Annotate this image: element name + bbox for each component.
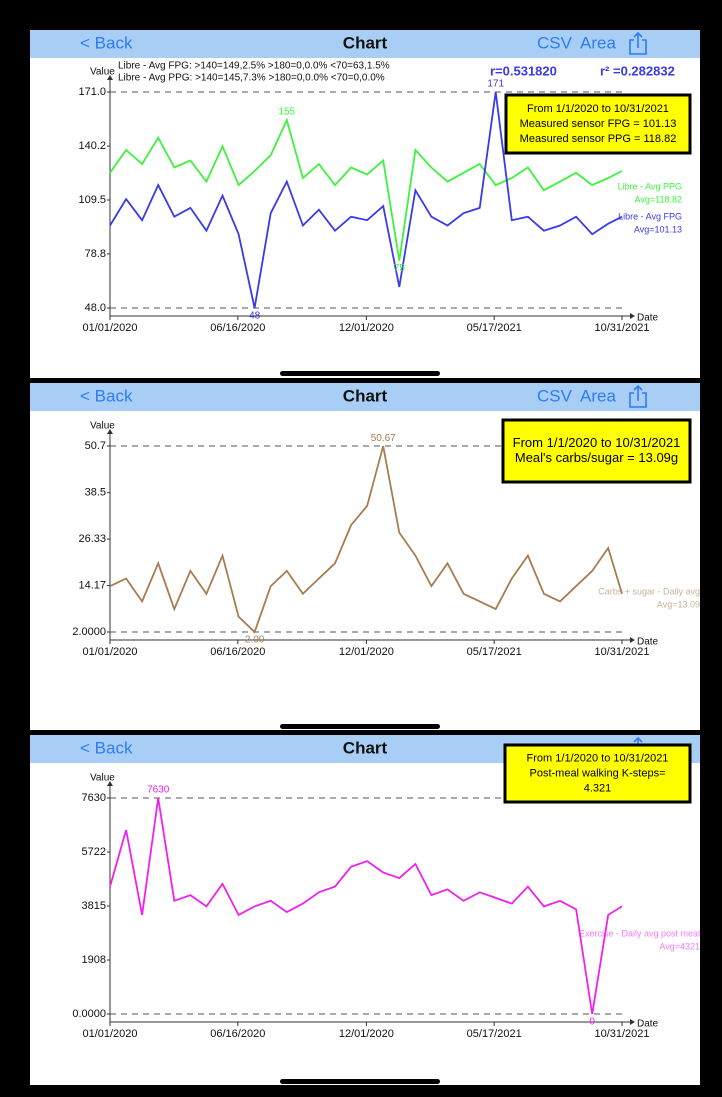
info-box bbox=[503, 743, 692, 804]
r-value: r=0.531820 bbox=[490, 63, 557, 78]
x-tick-label: 10/31/2021 bbox=[594, 322, 649, 334]
annotation: 155 bbox=[278, 107, 295, 118]
y-tick-label: 38.5 bbox=[85, 487, 106, 499]
x-tick-label: 06/16/2020 bbox=[210, 1028, 265, 1040]
info-box bbox=[501, 418, 692, 484]
y-tick-label: 0.0000 bbox=[72, 1008, 106, 1020]
back-button[interactable]: < Back bbox=[80, 738, 133, 757]
y-axis-arrow bbox=[107, 429, 113, 434]
home-indicator bbox=[280, 1079, 440, 1084]
x-tick-label: 01/01/2020 bbox=[82, 322, 137, 334]
area-button[interactable]: Area bbox=[580, 386, 616, 405]
y-tick-label: 26.33 bbox=[78, 533, 106, 545]
stats-line: Libre - Avg FPG: >140=149,2.5% >180=0,0.… bbox=[118, 61, 390, 72]
nav-bar bbox=[30, 30, 700, 58]
y-tick-label: 5722 bbox=[82, 846, 106, 858]
x-tick-label: 12/01/2020 bbox=[339, 646, 394, 658]
x-axis-arrow bbox=[630, 313, 635, 319]
home-indicator bbox=[280, 371, 440, 376]
nav-title: Chart bbox=[343, 738, 388, 757]
x-axis-arrow bbox=[630, 637, 635, 643]
info-text: 4.321 bbox=[584, 782, 612, 794]
y-axis-arrow bbox=[107, 781, 113, 786]
back-button[interactable]: < Back bbox=[80, 386, 133, 405]
share-icon bbox=[629, 31, 647, 55]
x-tick-label: 05/17/2021 bbox=[467, 646, 522, 658]
r-squared: r² =0.282832 bbox=[600, 63, 675, 78]
series-line bbox=[109, 117, 623, 261]
y-axis-label: Value bbox=[90, 67, 115, 78]
share-button[interactable] bbox=[629, 384, 647, 408]
area-button[interactable]: Area bbox=[580, 33, 616, 52]
back-button[interactable]: < Back bbox=[80, 33, 133, 52]
y-tick-label: 78.8 bbox=[85, 248, 106, 260]
x-tick-label: 05/17/2021 bbox=[467, 1028, 522, 1040]
annotation: 171 bbox=[487, 79, 504, 90]
x-axis-label: Date bbox=[637, 1019, 659, 1030]
series-line bbox=[109, 91, 623, 309]
nav-bar bbox=[30, 383, 700, 411]
x-axis-arrow bbox=[630, 1019, 635, 1025]
legend-avg: Avg=101.13 bbox=[634, 224, 682, 234]
x-tick-label: 06/16/2020 bbox=[210, 322, 265, 334]
annotation: 7630 bbox=[147, 785, 170, 796]
y-tick-label: 2.0000 bbox=[72, 626, 106, 638]
info-text: Measured sensor PPG = 118.82 bbox=[520, 133, 677, 145]
stats-line: Libre - Avg PPG: >140=145,7.3% >180=0,0.… bbox=[118, 73, 385, 84]
y-tick-label: 171.0 bbox=[78, 86, 106, 98]
legend-label: Exercise - Daily avg post meal bbox=[579, 928, 700, 938]
y-axis-label: Value bbox=[90, 421, 115, 432]
y-tick-label: 50.7 bbox=[85, 440, 106, 452]
annotation: 0 bbox=[589, 1017, 595, 1028]
share-icon bbox=[629, 384, 647, 408]
legend-label: Libre - Avg PPG bbox=[618, 181, 682, 191]
annotation: 50.67 bbox=[371, 433, 396, 444]
csv-button[interactable]: CSV bbox=[537, 386, 573, 405]
x-tick-label: 10/31/2021 bbox=[594, 646, 649, 658]
x-tick-label: 01/01/2020 bbox=[82, 646, 137, 658]
x-tick-label: 01/01/2020 bbox=[82, 1028, 137, 1040]
x-tick-label: 12/01/2020 bbox=[339, 1028, 394, 1040]
y-tick-label: 7630 bbox=[82, 792, 106, 804]
legend-avg: Avg=13.09 bbox=[657, 599, 700, 609]
x-axis-label: Date bbox=[637, 313, 659, 324]
series-line bbox=[109, 797, 623, 1015]
home-indicator bbox=[280, 724, 440, 729]
y-tick-label: 140.2 bbox=[78, 140, 106, 152]
annotation: 48 bbox=[249, 311, 261, 322]
legend-label: Libre - Avg FPG bbox=[618, 211, 682, 221]
y-tick-label: 1908 bbox=[82, 954, 106, 966]
y-tick-label: 48.0 bbox=[85, 302, 106, 314]
nav-title: Chart bbox=[343, 386, 388, 405]
info-text: From 1/1/2020 to 10/31/2021 bbox=[527, 103, 669, 115]
y-axis-label: Value bbox=[90, 773, 115, 784]
y-tick-label: 14.17 bbox=[78, 579, 106, 591]
x-axis-label: Date bbox=[637, 637, 659, 648]
annotation: 75 bbox=[394, 263, 406, 274]
nav-title: Chart bbox=[343, 33, 388, 52]
x-tick-label: 06/16/2020 bbox=[210, 646, 265, 658]
info-box bbox=[504, 93, 692, 155]
legend-label: Carbs + sugar - Daily avg bbox=[598, 586, 700, 596]
y-tick-label: 3815 bbox=[82, 900, 106, 912]
info-text: From 1/1/2020 to 10/31/2021 bbox=[513, 435, 681, 450]
info-text: Measured sensor FPG = 101.13 bbox=[520, 118, 677, 130]
csv-button[interactable]: CSV bbox=[537, 33, 573, 52]
info-text: Meal's carbs/sugar = 13.09g bbox=[515, 450, 678, 465]
screen bbox=[30, 30, 700, 378]
share-button[interactable] bbox=[629, 31, 647, 55]
info-text: Post-meal walking K-steps= bbox=[529, 767, 665, 779]
legend-avg: Avg=118.82 bbox=[635, 194, 682, 204]
x-tick-label: 10/31/2021 bbox=[594, 1028, 649, 1040]
x-tick-label: 12/01/2020 bbox=[339, 322, 394, 334]
info-text: From 1/1/2020 to 10/31/2021 bbox=[527, 752, 669, 764]
annotation: 2.00 bbox=[245, 635, 265, 646]
y-axis-arrow bbox=[107, 75, 113, 80]
y-tick-label: 109.5 bbox=[78, 194, 106, 206]
series-line bbox=[109, 445, 623, 634]
x-tick-label: 05/17/2021 bbox=[467, 322, 522, 334]
legend-avg: Avg=4321 bbox=[659, 941, 700, 951]
